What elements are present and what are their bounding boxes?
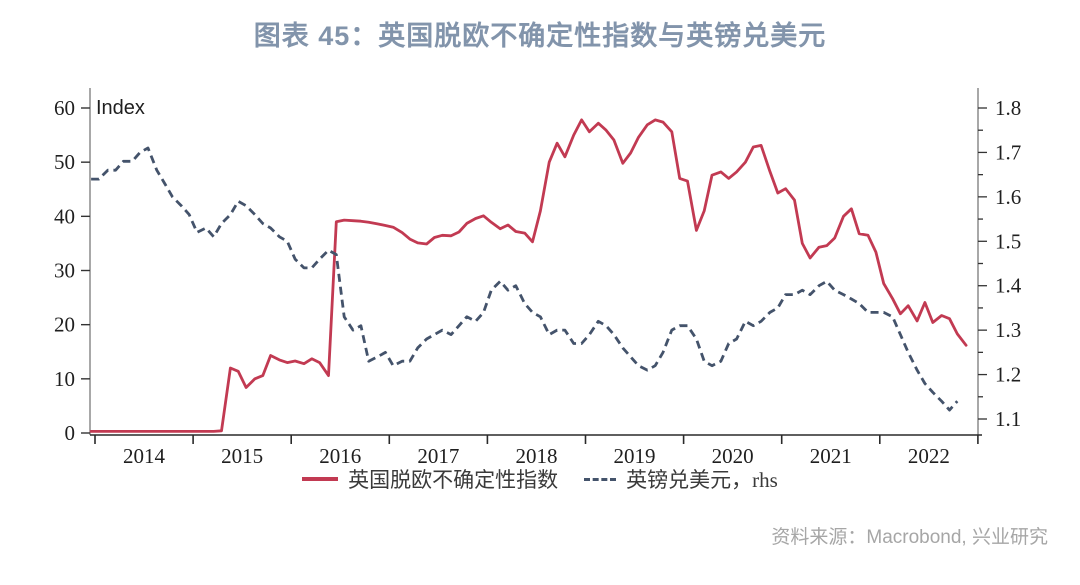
y-axis-right: 1.1 1.2 1.3 1.4 1.5 1.6 1.7 1.8 [978,96,1022,431]
x-axis-year-label: 2018 [515,444,557,468]
legend-item-gbpusd: 英镑兑美元，rhs [584,464,778,494]
y-right-tick-label: 1.2 [995,363,1021,387]
x-axis-year-label: 2014 [123,444,166,468]
y-left-tick-label: 60 [54,96,75,120]
source-note: 资料来源：Macrobond, 兴业研究 [771,527,1048,548]
y-left-axis-unit: Index [96,97,145,119]
chart-legend: 英国脱欧不确定性指数 英镑兑美元，rhs [0,464,1080,494]
y-right-tick-label: 1.7 [995,140,1021,164]
gbpusd-line [91,146,959,412]
y-right-tick-label: 1.8 [995,96,1021,120]
x-axis-year-label: 2020 [712,444,754,468]
page-title: 图表 45：英国脱欧不确定性指数与英镑兑美元 [253,21,827,51]
y-right-tick-label: 1.1 [995,407,1021,431]
legend-swatch-dashed-line [584,477,617,481]
x-axis-year-label: 2022 [908,444,950,468]
uncertainty-index-line-group [89,118,968,433]
legend-swatch-solid-line [302,477,339,481]
y-left-tick-label: 40 [54,204,75,228]
x-axis: 2014 2015 2016 2017 2018 2019 2020 2021 2022 [94,435,979,468]
legend-label-gbpusd: 英镑兑美元，rhs [626,468,778,492]
y-left-tick-label: 10 [54,367,75,391]
axes [89,88,982,436]
gbpusd-line-group [91,146,959,412]
legend-item-uncertainty-index: 英国脱欧不确定性指数 [302,464,558,494]
y-right-tick-label: 1.3 [995,318,1021,342]
y-left-tick-label: 50 [54,150,75,174]
uncertainty-index-line [89,118,968,433]
y-left-tick-label: 20 [54,313,75,337]
y-left-tick-label: 30 [54,259,75,283]
x-axis-year-label: 2016 [319,444,361,468]
y-right-tick-label: 1.4 [995,274,1022,298]
x-axis-year-label: 2015 [221,444,263,468]
x-axis-year-label: 2021 [810,444,852,468]
x-axis-year-label: 2019 [614,444,656,468]
legend-label-uncertainty-index: 英国脱欧不确定性指数 [348,468,559,492]
y-axis-left: 0 10 20 30 40 50 60 Index [54,96,145,445]
y-right-tick-label: 1.6 [995,185,1021,209]
x-axis-year-label: 2017 [417,444,459,468]
y-left-tick-label: 0 [65,421,76,445]
y-right-tick-label: 1.5 [995,229,1021,253]
